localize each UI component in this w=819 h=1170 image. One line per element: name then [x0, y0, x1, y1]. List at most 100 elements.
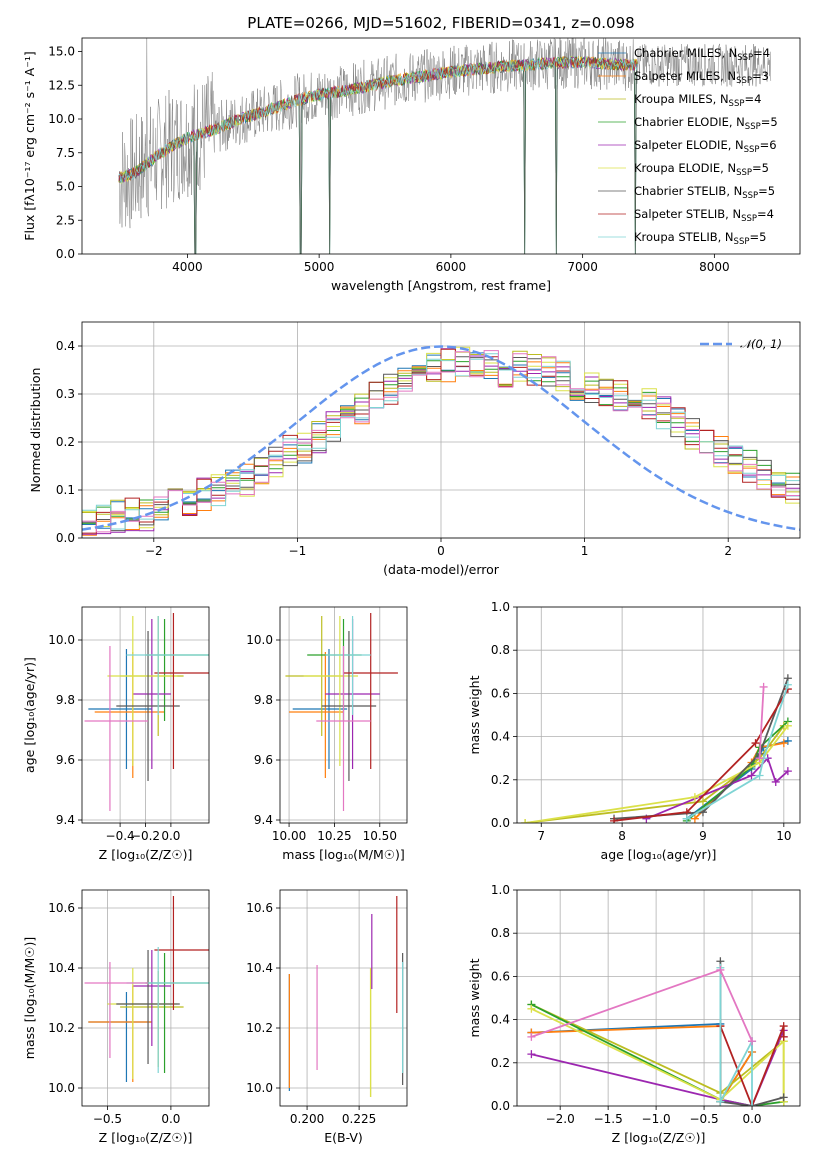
- y-tick-label: 0.8: [491, 643, 510, 657]
- legend-label-sub: SSP: [744, 145, 760, 155]
- legend-label: 𝒩(0, 1): [740, 337, 782, 351]
- x-tick-label: 0.0: [161, 829, 180, 843]
- series-line: [524, 725, 785, 823]
- x-tick-label: 9: [699, 829, 707, 843]
- y-tick-label: 12.5: [48, 78, 75, 92]
- x-tick-label: 10: [776, 829, 791, 843]
- y-tick-label: 15.0: [48, 45, 75, 59]
- plot-area: [521, 674, 792, 823]
- y-tick-label: 2.5: [56, 213, 75, 227]
- series-line: [524, 725, 789, 823]
- axes-frame: [81, 606, 210, 824]
- plot-area: [285, 613, 398, 811]
- plot-area: [118, 38, 772, 254]
- x-tick-label: −1.0: [642, 1112, 671, 1126]
- legend-label-main: Salpeter MILES, N: [634, 69, 736, 83]
- ticks: −0.5 0.0 10.0 10.2 10.4 10.6: [48, 901, 180, 1126]
- data-point: [783, 680, 792, 689]
- data-point: [751, 739, 760, 748]
- axes-frame: [279, 606, 408, 824]
- legend-label-post: =3: [752, 69, 769, 83]
- y-tick-label: 0.3: [56, 387, 75, 401]
- x-tick-label: 1: [581, 544, 589, 558]
- y-tick-label: 0.8: [491, 926, 510, 940]
- ticks: 4000 5000 6000 7000 8000 0.0 2.5 5.0 7.5 10.0 12.5…: [48, 45, 729, 275]
- data-point: [682, 814, 691, 823]
- y-tick-label: 0.4: [491, 730, 510, 744]
- series-line: [646, 756, 789, 820]
- data-point: [779, 1022, 788, 1031]
- y-tick-label: 10.0: [246, 1081, 273, 1095]
- legend-label-main: Chabrier STELIB, N: [634, 184, 742, 198]
- y-tick-label: 7.5: [56, 146, 75, 160]
- y-tick-label: 1.0: [491, 883, 510, 897]
- x-tick-label: 0.200: [290, 1112, 324, 1126]
- data-point: [527, 1004, 536, 1013]
- series-line: [719, 967, 753, 1106]
- ticks: −2.0 −1.5 −1.0 −0.5 0.0 0.0 0.2 0.4 0.6 0.8 1.0: [491, 883, 762, 1126]
- x-tick-label: 8: [618, 829, 626, 843]
- x-tick-label: 4000: [172, 260, 203, 274]
- y-tick-label: 0.0: [491, 816, 510, 830]
- data-point: [783, 721, 792, 730]
- y-tick-label: 10.6: [48, 901, 75, 915]
- legend-label: Chabrier MILES, NSSP=4: [634, 46, 770, 63]
- legend-label: Salpeter MILES, NSSP=3: [634, 69, 769, 86]
- x-axis-label: E(B-V): [324, 1130, 363, 1145]
- y-tick-label: 5.0: [56, 180, 75, 194]
- x-axis-label: Z [log₁₀(Z/Z☉)]: [99, 847, 193, 862]
- axes-spectrum: 4000 5000 6000 7000 8000 0.0 2.5 5.0 7.5 10.0 12.5…: [22, 14, 801, 293]
- legend-label-main: Kroupa STELIB, N: [634, 230, 734, 244]
- y-tick-label: 10.0: [48, 1081, 75, 1095]
- ticks: 7 8 9 10 0.0 0.2 0.4 0.6 0.8 1.0: [491, 600, 792, 843]
- series-line: [613, 688, 789, 822]
- y-tick-label: 9.4: [56, 813, 75, 827]
- legend-label-sub: SSP: [737, 53, 753, 63]
- x-axis-label: wavelength [Angstrom, rest frame]: [331, 278, 551, 293]
- series-line: [686, 684, 789, 820]
- legend-label-main: Chabrier ELODIE, N: [634, 115, 745, 129]
- x-tick-label: −2.0: [546, 1112, 575, 1126]
- legend-label-post: =4: [744, 92, 761, 106]
- x-tick-label: 7000: [567, 260, 598, 274]
- ticks: −2 −1 0 1 2 0.0 0.1 0.2 0.3 0.4: [56, 339, 732, 558]
- x-tick-label: 0.225: [342, 1112, 376, 1126]
- y-axis-label: mass weight: [467, 958, 482, 1037]
- data-point: [771, 777, 780, 786]
- y-tick-label: 0.0: [56, 247, 75, 261]
- legend-label-sub: SSP: [734, 237, 750, 247]
- x-tick-label: 6000: [436, 260, 467, 274]
- data-point: [779, 739, 788, 748]
- histogram-kroupa-stelib: [82, 353, 800, 530]
- axes-age-vs-mass: 10.00 10.25 10.50 9.4 9.6 9.8 10.0 mass [log₁₀(…: [246, 606, 408, 862]
- data-point: [783, 736, 792, 745]
- data-point: [779, 1032, 788, 1041]
- y-tick-label: 10.4: [48, 961, 75, 975]
- x-tick-label: −1.5: [594, 1112, 623, 1126]
- series-line: [758, 686, 765, 759]
- y-tick-label: 0.2: [56, 435, 75, 449]
- y-axis-label: Normed distribution: [28, 368, 43, 493]
- histogram-chabrier-miles: [82, 352, 800, 529]
- y-axis-label: Flux [fλ10⁻¹⁷ erg cm⁻² s⁻¹ A⁻¹]: [22, 51, 37, 240]
- x-tick-label: 8000: [699, 260, 730, 274]
- y-tick-label: 10.0: [48, 112, 75, 126]
- y-tick-label: 9.4: [254, 813, 273, 827]
- data-point: [783, 767, 792, 776]
- legend-label-main: Chabrier MILES, N: [634, 46, 737, 60]
- ticks: 10.00 10.25 10.50 9.4 9.6 9.8 10.0: [246, 633, 397, 843]
- y-tick-label: 10.2: [246, 1021, 273, 1035]
- x-tick-label: 10.00: [272, 829, 306, 843]
- y-tick-label: 0.0: [56, 531, 75, 545]
- data-point: [755, 754, 764, 763]
- axes-frame: [81, 37, 801, 255]
- y-axis-label: mass weight: [467, 675, 482, 754]
- data-point: [521, 819, 530, 823]
- legend-label: Kroupa STELIB, NSSP=5: [634, 230, 766, 247]
- x-tick-label: 0: [437, 544, 445, 558]
- grid: [517, 889, 800, 1107]
- data-point: [690, 814, 699, 823]
- histogram-salpeter-miles: [82, 361, 800, 536]
- axes-age-vs-Z: −0.4−0.2 0.0 9.4 9.6 9.8 10.0 Z [log₁₀(Z/Z☉)] a…: [22, 606, 210, 862]
- legend-label-post: =5: [752, 161, 769, 175]
